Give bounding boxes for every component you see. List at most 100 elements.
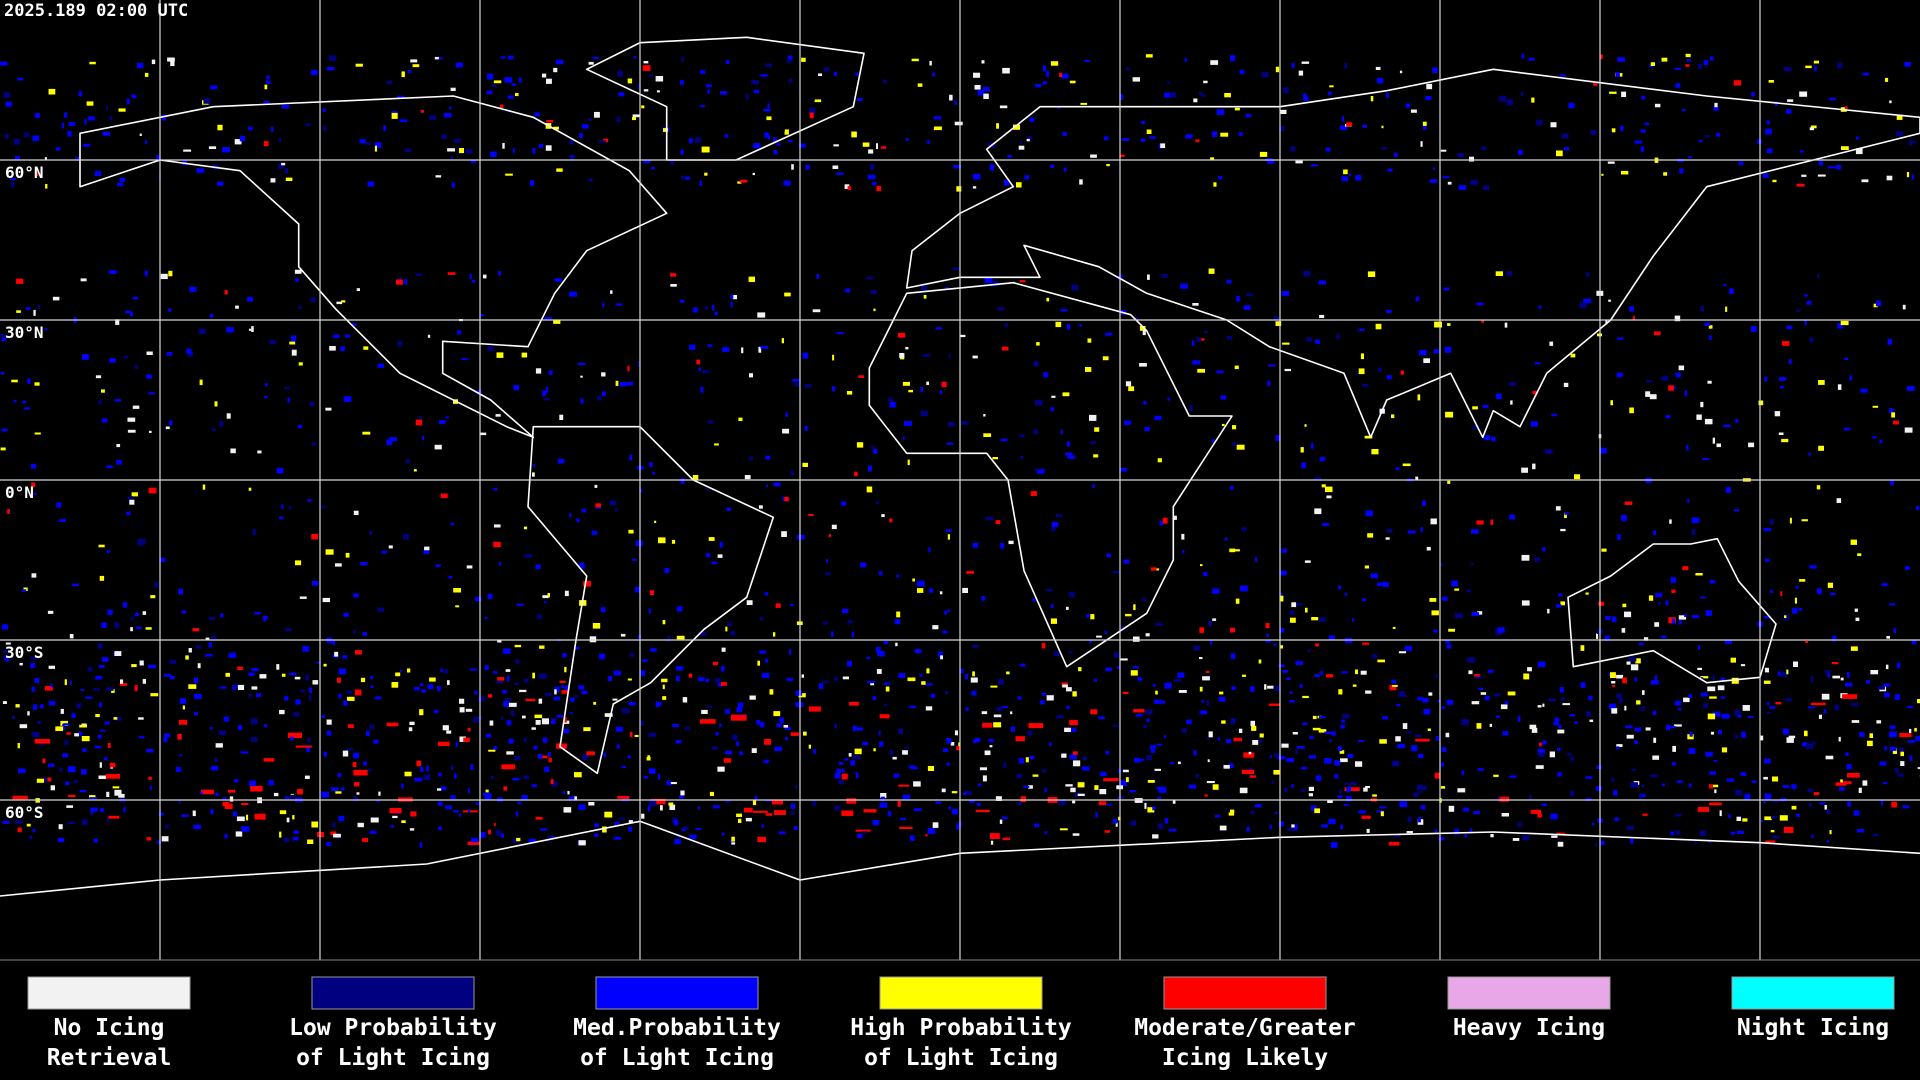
icing-pixel	[434, 56, 439, 60]
icing-pixel	[453, 588, 461, 593]
icing-pixel	[591, 530, 598, 535]
icing-pixel	[1838, 736, 1841, 742]
icing-pixel	[365, 731, 370, 737]
icing-pixel	[237, 684, 245, 690]
icing-pixel	[1675, 372, 1681, 378]
icing-pixel	[1714, 102, 1718, 108]
icing-pixel	[534, 714, 543, 719]
icing-pixel	[782, 428, 790, 434]
icing-pixel	[1243, 752, 1255, 758]
icing-pixel	[533, 745, 538, 750]
icing-pixel	[1198, 91, 1203, 96]
icing-pixel	[932, 72, 935, 77]
icing-pixel	[542, 737, 548, 744]
icing-pixel	[131, 664, 137, 668]
icing-pixel	[1707, 380, 1712, 384]
icing-pixel	[232, 811, 238, 817]
icing-pixel	[1089, 640, 1092, 644]
icing-pixel	[1212, 784, 1219, 790]
icing-pixel	[882, 79, 887, 84]
icing-pixel	[693, 307, 698, 313]
icing-pixel	[1806, 300, 1812, 305]
icing-pixel	[496, 681, 503, 684]
icing-pixel	[988, 738, 994, 743]
icing-pixel	[1837, 384, 1842, 390]
icing-pixel	[461, 358, 468, 361]
icing-pixel	[854, 471, 858, 477]
icing-pixel	[907, 677, 916, 682]
icing-pixel	[523, 678, 529, 683]
icing-pixel	[7, 509, 10, 514]
icing-pixel	[1279, 547, 1286, 551]
icing-pixel	[1027, 135, 1032, 141]
icing-pixel	[1010, 726, 1015, 732]
icing-pixel	[1415, 296, 1420, 301]
icing-pixel	[627, 678, 632, 681]
icing-pixel	[1259, 733, 1264, 738]
icing-pixel	[514, 644, 522, 648]
icing-pixel	[559, 680, 566, 683]
icing-pixel	[1265, 623, 1270, 629]
icing-pixel	[1691, 615, 1700, 619]
icing-pixel	[1735, 789, 1742, 796]
icing-pixel	[1770, 815, 1778, 819]
icing-pixel	[1708, 335, 1712, 340]
icing-pixel	[594, 823, 600, 827]
icing-pixel	[1676, 780, 1683, 783]
icing-pixel	[1611, 681, 1616, 684]
icing-pixel	[698, 367, 701, 372]
icing-pixel	[714, 443, 719, 446]
icing-pixel	[1394, 152, 1398, 157]
icing-pixel	[795, 785, 798, 789]
icing-pixel	[897, 332, 906, 338]
icing-pixel	[834, 677, 838, 682]
icing-pixel	[556, 743, 567, 749]
icing-pixel	[1911, 174, 1915, 180]
icing-pixel	[457, 330, 461, 335]
icing-pixel	[1395, 467, 1400, 470]
icing-pixel	[1247, 768, 1254, 771]
icing-pixel	[876, 646, 881, 653]
icing-pixel	[1441, 706, 1445, 710]
icing-pixel	[1906, 172, 1910, 178]
icing-pixel	[1595, 786, 1602, 791]
icing-pixel	[1018, 801, 1021, 805]
icing-pixel	[1850, 539, 1857, 545]
icing-pixel	[1044, 788, 1047, 793]
icing-pixel	[15, 704, 20, 708]
icing-pixel	[1638, 642, 1644, 646]
icing-pixel	[1132, 636, 1140, 642]
icing-pixel	[501, 833, 504, 838]
icing-pixel	[480, 314, 484, 317]
icing-pixel	[311, 821, 319, 828]
icing-pixel	[753, 143, 761, 149]
icing-pixel	[868, 149, 874, 154]
icing-pixel	[1, 337, 7, 342]
icing-pixel	[1634, 677, 1637, 682]
icing-pixel	[617, 70, 624, 77]
icing-pixel	[613, 670, 621, 676]
icing-pixel	[833, 71, 837, 77]
icing-pixel	[1650, 680, 1659, 685]
icing-pixel	[1490, 834, 1494, 838]
icing-pixel	[1907, 740, 1916, 743]
icing-pixel	[513, 384, 520, 391]
icing-pixel	[1698, 139, 1703, 143]
icing-pixel	[1411, 745, 1418, 752]
icing-pixel	[1622, 603, 1627, 608]
icing-pixel	[872, 181, 877, 186]
legend-label: No Icing	[54, 1015, 165, 1041]
icing-pixel	[1517, 715, 1521, 722]
icing-pixel	[948, 421, 955, 427]
icing-pixel	[1226, 335, 1233, 340]
icing-pixel	[1346, 122, 1353, 127]
icing-pixel	[269, 339, 276, 345]
icing-pixel	[1671, 589, 1676, 593]
icing-pixel	[1273, 643, 1277, 646]
icing-pixel	[297, 788, 303, 795]
icing-pixel	[832, 386, 836, 392]
icing-pixel	[997, 678, 1004, 685]
icing-pixel	[594, 484, 598, 488]
icing-pixel	[926, 668, 930, 674]
icing-pixel	[946, 738, 952, 744]
